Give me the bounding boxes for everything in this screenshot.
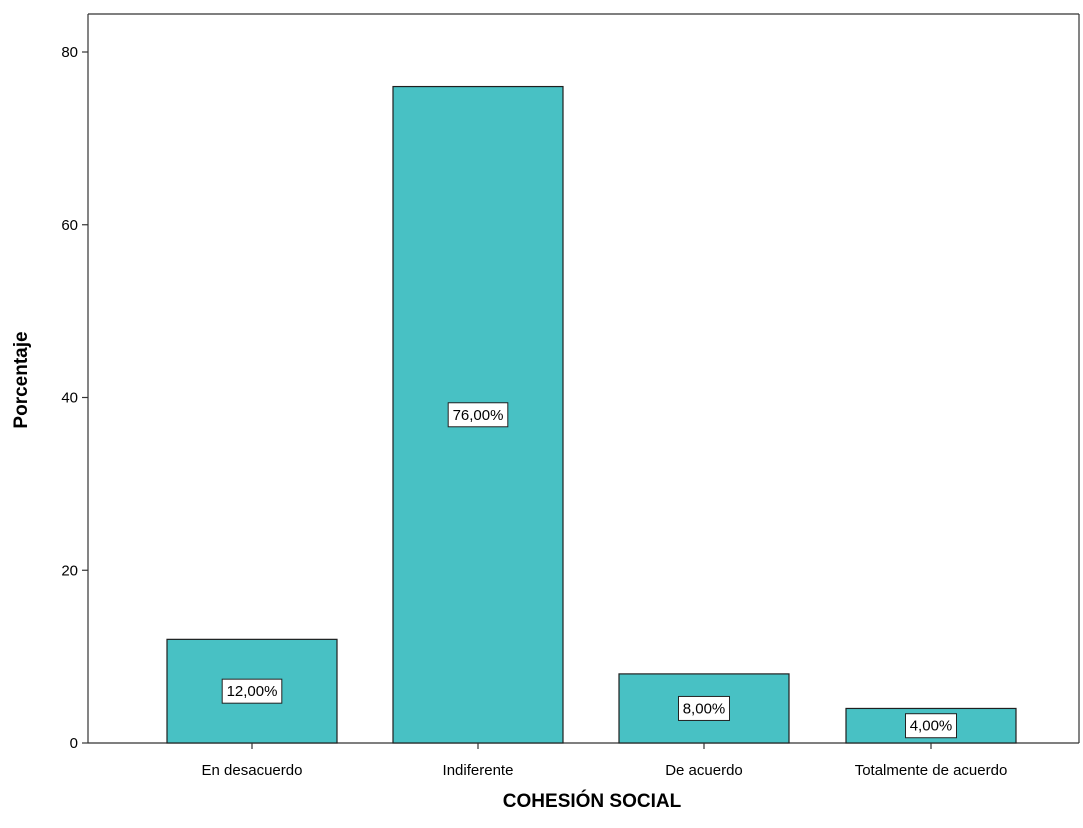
- x-tick-label: Indiferente: [443, 762, 514, 779]
- y-tick-label: 60: [61, 217, 78, 234]
- data-label-group: 76,00%: [447, 402, 509, 428]
- data-label-box: [905, 713, 957, 739]
- data-label: 8,00%: [683, 700, 726, 717]
- x-tick-label: En desacuerdo: [202, 762, 303, 779]
- data-label: 76,00%: [453, 407, 504, 424]
- data-labels-group: 12,00% 76,00% 8,00% 4,00%: [221, 402, 957, 739]
- y-axis-title: Porcentaje: [11, 331, 32, 428]
- data-label: 4,00%: [910, 718, 953, 735]
- data-label-box: [221, 678, 283, 704]
- data-label-group: 4,00%: [905, 713, 957, 739]
- bars-group: [166, 85, 1017, 744]
- data-label-box: [447, 402, 509, 428]
- x-tick-label: De acuerdo: [665, 762, 743, 779]
- y-tick-label: 20: [61, 562, 78, 579]
- data-label-group: 8,00%: [678, 695, 730, 721]
- data-label-box: [678, 695, 730, 721]
- data-label: 12,00%: [227, 683, 278, 700]
- y-axis: 0 20 40 60 80: [61, 44, 88, 752]
- y-tick-label: 0: [70, 735, 78, 752]
- data-label-group: 12,00%: [221, 678, 283, 704]
- x-tick-label: Totalmente de acuerdo: [855, 762, 1008, 779]
- y-tick-label: 80: [61, 44, 78, 61]
- x-axis: En desacuerdo Indiferente De acuerdo Totalm…: [202, 743, 1008, 779]
- plot-frame: [87, 13, 1080, 744]
- y-tick-label: 40: [61, 390, 78, 407]
- x-axis-title: COHESIÓN SOCIAL: [503, 790, 682, 812]
